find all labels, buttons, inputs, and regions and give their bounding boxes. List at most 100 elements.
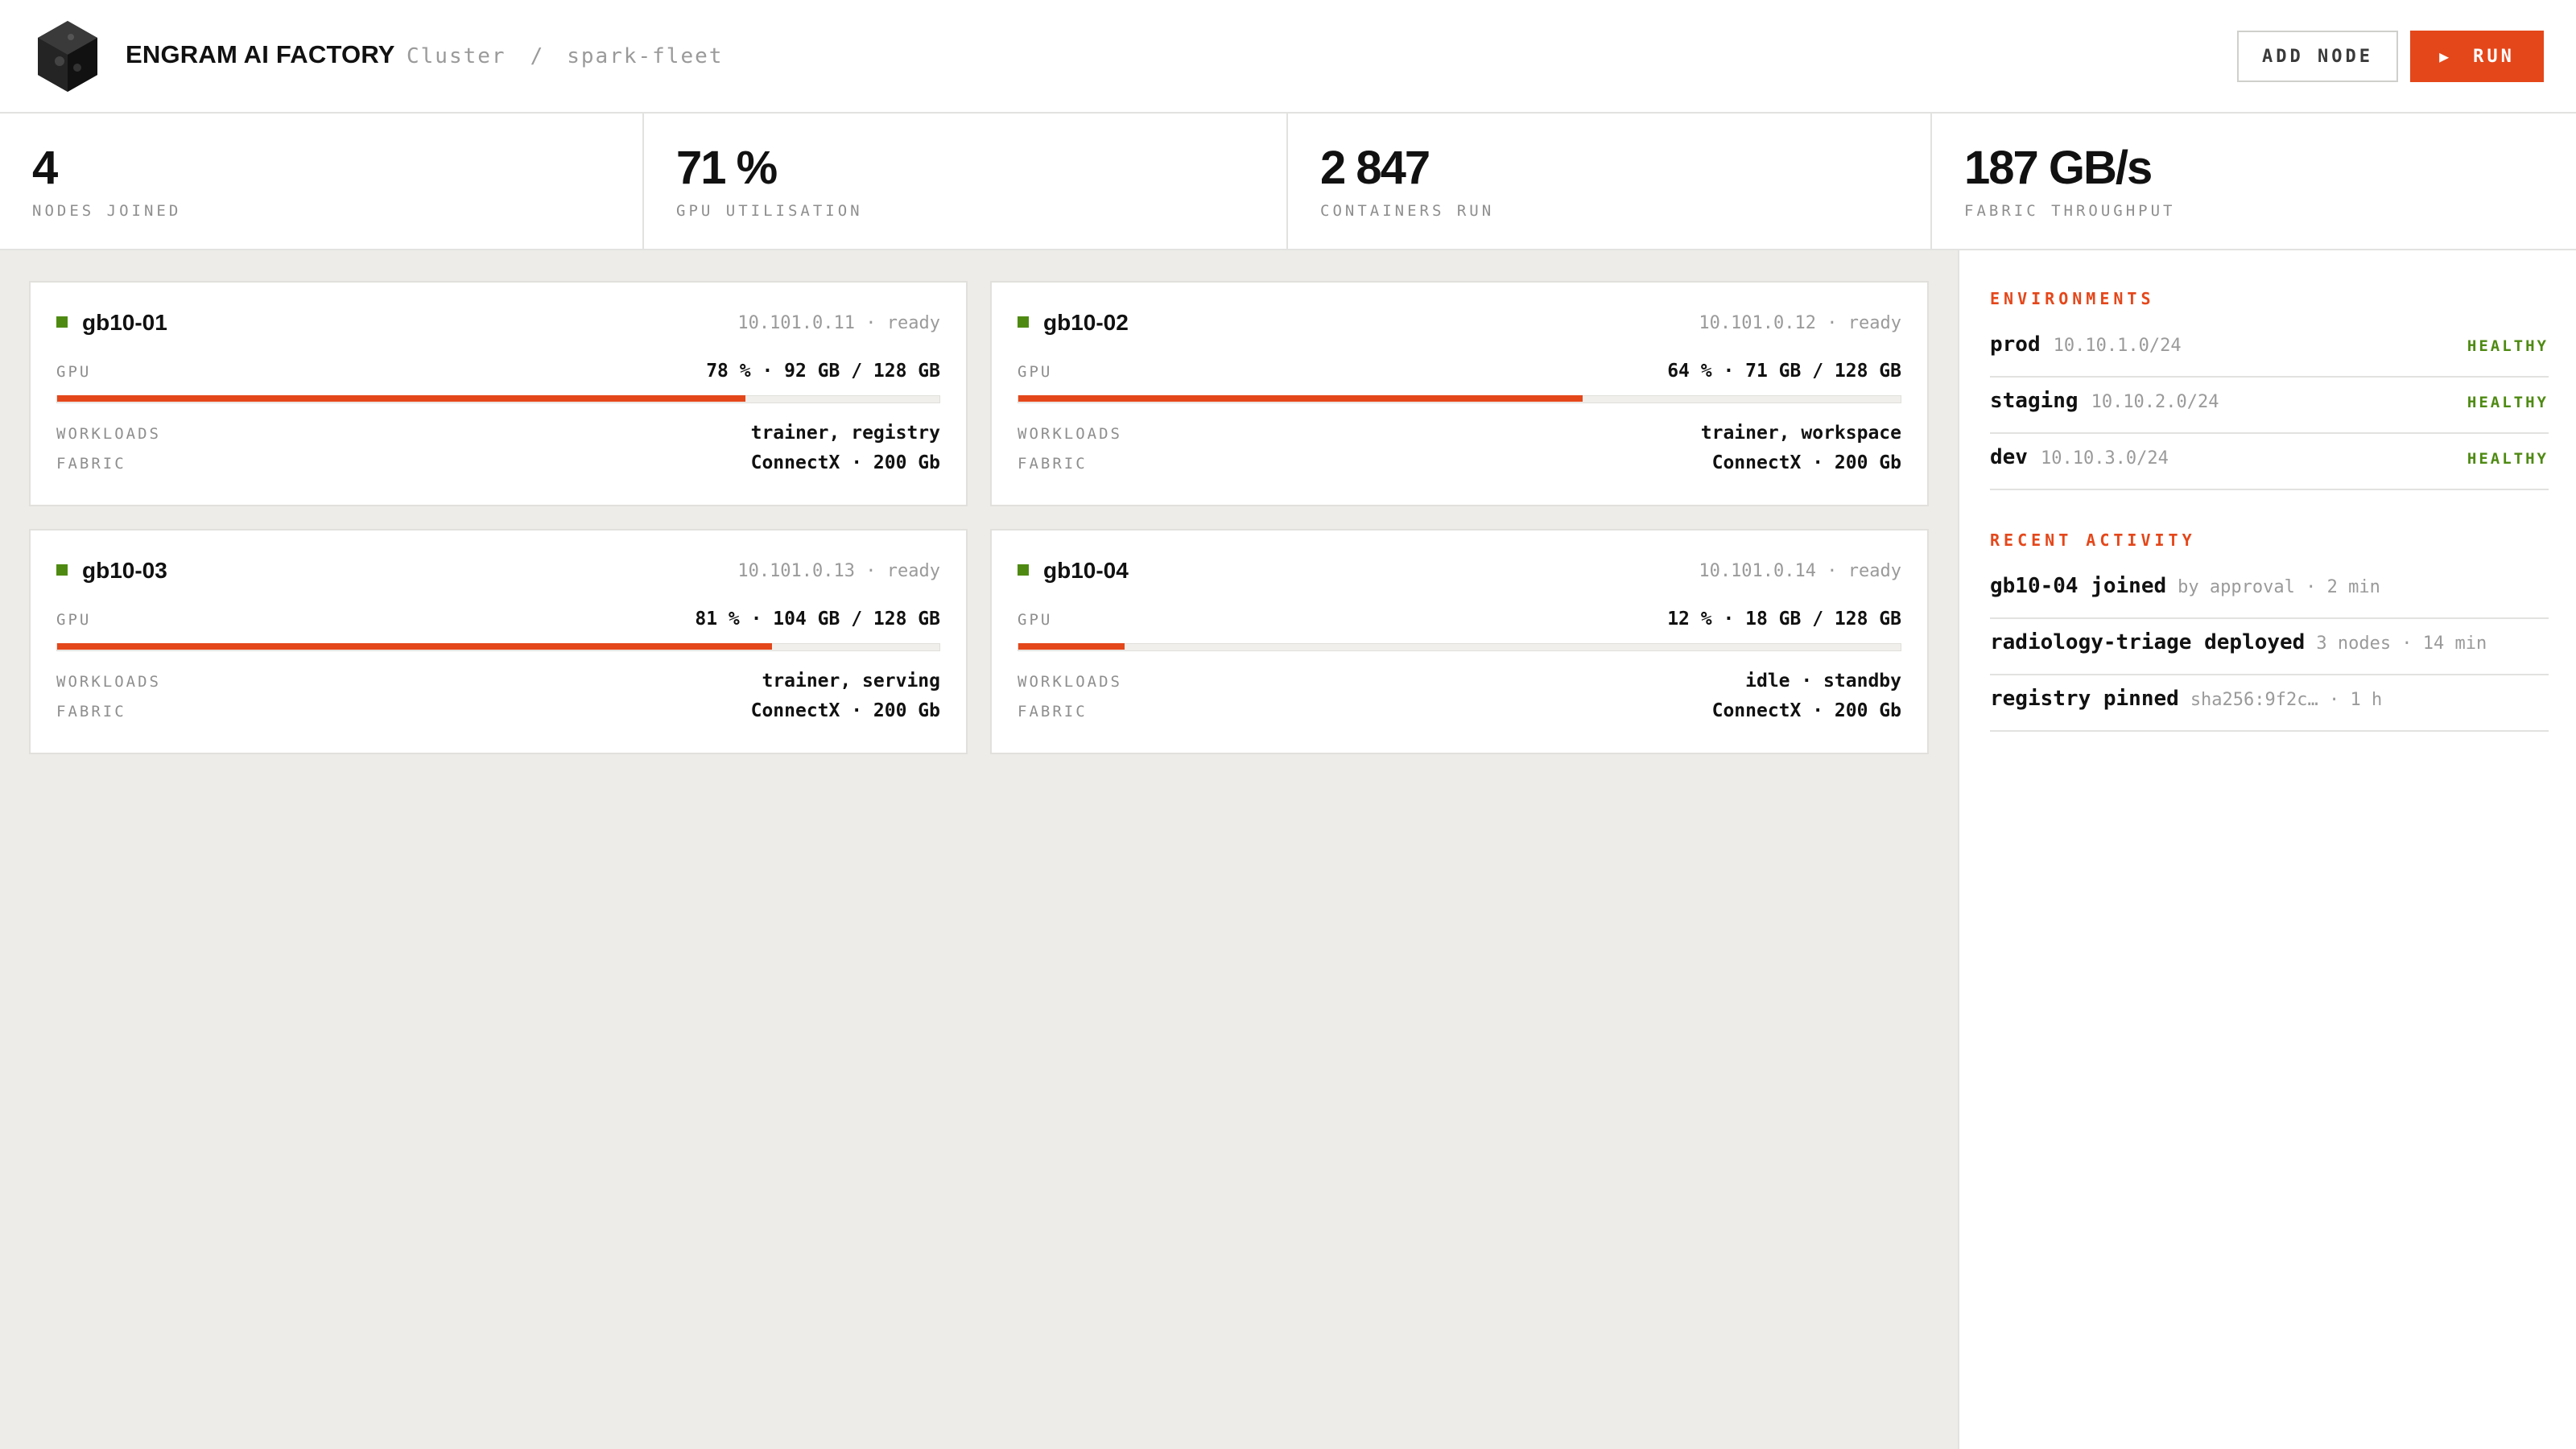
activity-entry: radiology-triage deployed 3 nodes · 14 mi…: [1990, 630, 2487, 654]
recent-activity-heading: RECENT ACTIVITY: [1990, 530, 2196, 550]
stat-label: NODES JOINED: [32, 202, 182, 220]
environment-name-text: prod: [1990, 332, 2041, 357]
stat-value: 4: [32, 142, 58, 194]
activity-item[interactable]: gb10-04 joined by approval · 2 min: [1990, 563, 2549, 619]
fabric-label: FABRIC: [56, 455, 126, 473]
activity-entry: registry pinned sha256:9f2c… · 1 h: [1990, 687, 2382, 711]
node-grid: gb10-01 10.101.0.11 · ready GPU 78 % · 9…: [0, 250, 1958, 1449]
environment-row-prod[interactable]: prod 10.10.1.0/24 HEALTHY: [1990, 321, 2549, 378]
gpu-usage-fill: [57, 643, 772, 650]
status-dot-icon: [56, 316, 68, 328]
gpu-usage-fill: [57, 395, 745, 402]
stat-fabric-throughput: 187 GB/s FABRIC THROUGHPUT: [1932, 114, 2576, 249]
gpu-usage-fill: [1018, 395, 1583, 402]
workloads-value: trainer, registry: [750, 423, 940, 444]
environment-status-badge: HEALTHY: [2467, 394, 2549, 411]
gpu-label: GPU: [56, 363, 92, 381]
node-name: gb10-04: [1043, 558, 1129, 583]
environment-cidr: 10.10.3.0/24: [2040, 448, 2169, 469]
gpu-usage-bar: [1018, 395, 1901, 403]
stat-containers-run: 2 847 CONTAINERS RUN: [1288, 114, 1932, 249]
node-card-gb10-01[interactable]: gb10-01 10.101.0.11 · ready GPU 78 % · 9…: [29, 281, 968, 506]
stat-gpu-utilisation: 71 % GPU UTILISATION: [644, 114, 1288, 249]
fabric-label: FABRIC: [1018, 455, 1088, 473]
fabric-value: ConnectX · 200 Gb: [1711, 700, 1901, 721]
environment-name-text: dev: [1990, 445, 2028, 469]
node-meta: 10.101.0.11 · ready: [737, 313, 940, 333]
breadcrumb: Cluster / spark-fleet: [407, 44, 723, 68]
activity-title: radiology-triage deployed: [1990, 630, 2306, 654]
node-name: gb10-02: [1043, 310, 1129, 335]
environment-name: staging 10.10.2.0/24: [1990, 389, 2219, 413]
stat-value: 2 847: [1320, 142, 1430, 194]
stat-label: FABRIC THROUGHPUT: [1964, 202, 2176, 220]
breadcrumb-separator: /: [530, 44, 545, 68]
breadcrumb-item-spark-fleet[interactable]: spark-fleet: [567, 44, 724, 68]
status-dot-icon: [1018, 316, 1029, 328]
stat-value: 187 GB/s: [1964, 142, 2153, 194]
hexagon-cube-logo-icon: [38, 21, 97, 92]
activity-meta: 3 nodes · 14 min: [2316, 634, 2487, 654]
environment-name: prod 10.10.1.0/24: [1990, 332, 2182, 357]
node-card-gb10-04[interactable]: gb10-04 10.101.0.14 · ready GPU 12 % · 1…: [990, 529, 1929, 754]
stats-strip: 4 NODES JOINED 71 % GPU UTILISATION 2 84…: [0, 114, 2576, 250]
activity-title: registry pinned: [1990, 687, 2179, 711]
activity-entry: gb10-04 joined by approval · 2 min: [1990, 574, 2380, 598]
gpu-value: 12 % · 18 GB / 128 GB: [1667, 609, 1901, 630]
status-dot-icon: [56, 564, 68, 576]
run-button[interactable]: ▶ RUN: [2410, 31, 2544, 82]
gpu-usage-fill: [1018, 643, 1125, 650]
gpu-usage-bar: [56, 395, 940, 403]
node-meta: 10.101.0.14 · ready: [1699, 561, 1901, 581]
run-button-label: RUN: [2473, 46, 2515, 67]
add-node-button-label: ADD NODE: [2262, 46, 2373, 67]
node-card-gb10-03[interactable]: gb10-03 10.101.0.13 · ready GPU 81 % · 1…: [29, 529, 968, 754]
workloads-value: idle · standby: [1745, 671, 1901, 691]
environments-heading: ENVIRONMENTS: [1990, 289, 2155, 308]
node-name: gb10-03: [82, 558, 167, 583]
workloads-label: WORKLOADS: [56, 673, 161, 691]
breadcrumb-item-cluster[interactable]: Cluster: [407, 44, 506, 68]
right-sidebar: ENVIRONMENTS prod 10.10.1.0/24 HEALTHY st…: [1958, 250, 2576, 1449]
fabric-value: ConnectX · 200 Gb: [1711, 452, 1901, 473]
top-bar: ENGRAM AI FACTORY Cluster / spark-fleet AD…: [0, 0, 2576, 114]
gpu-usage-bar: [56, 643, 940, 651]
status-dot-icon: [1018, 564, 1029, 576]
app-title: ENGRAM AI FACTORY: [126, 40, 395, 68]
workloads-label: WORKLOADS: [56, 425, 161, 443]
environment-row-staging[interactable]: staging 10.10.2.0/24 HEALTHY: [1990, 378, 2549, 434]
stat-value: 71 %: [676, 142, 778, 194]
environment-status-badge: HEALTHY: [2467, 450, 2549, 468]
environment-name-text: staging: [1990, 389, 2079, 413]
activity-title: gb10-04 joined: [1990, 574, 2167, 598]
add-node-button[interactable]: ADD NODE: [2237, 31, 2398, 82]
environment-name: dev 10.10.3.0/24: [1990, 445, 2169, 469]
activity-item[interactable]: registry pinned sha256:9f2c… · 1 h: [1990, 675, 2549, 732]
fabric-label: FABRIC: [56, 703, 126, 720]
environment-status-badge: HEALTHY: [2467, 337, 2549, 355]
stat-label: GPU UTILISATION: [676, 202, 863, 220]
environment-cidr: 10.10.2.0/24: [2091, 392, 2219, 412]
node-card-gb10-02[interactable]: gb10-02 10.101.0.12 · ready GPU 64 % · 7…: [990, 281, 1929, 506]
stat-nodes-joined: 4 NODES JOINED: [0, 114, 644, 249]
gpu-label: GPU: [1018, 363, 1053, 381]
node-meta: 10.101.0.12 · ready: [1699, 313, 1901, 333]
gpu-value: 78 % · 92 GB / 128 GB: [706, 361, 940, 382]
activity-item[interactable]: radiology-triage deployed 3 nodes · 14 mi…: [1990, 619, 2549, 675]
fabric-value: ConnectX · 200 Gb: [750, 700, 940, 721]
stat-label: CONTAINERS RUN: [1320, 202, 1495, 220]
activity-meta: sha256:9f2c… · 1 h: [2190, 690, 2383, 710]
workloads-value: trainer, serving: [762, 671, 940, 691]
workloads-value: trainer, workspace: [1700, 423, 1901, 444]
node-name: gb10-01: [82, 310, 167, 335]
gpu-label: GPU: [56, 611, 92, 629]
gpu-label: GPU: [1018, 611, 1053, 629]
workloads-label: WORKLOADS: [1018, 425, 1122, 443]
play-icon: ▶: [2439, 47, 2450, 66]
gpu-value: 81 % · 104 GB / 128 GB: [695, 609, 940, 630]
fabric-value: ConnectX · 200 Gb: [750, 452, 940, 473]
fabric-label: FABRIC: [1018, 703, 1088, 720]
gpu-value: 64 % · 71 GB / 128 GB: [1667, 361, 1901, 382]
gpu-usage-bar: [1018, 643, 1901, 651]
environment-row-dev[interactable]: dev 10.10.3.0/24 HEALTHY: [1990, 434, 2549, 490]
